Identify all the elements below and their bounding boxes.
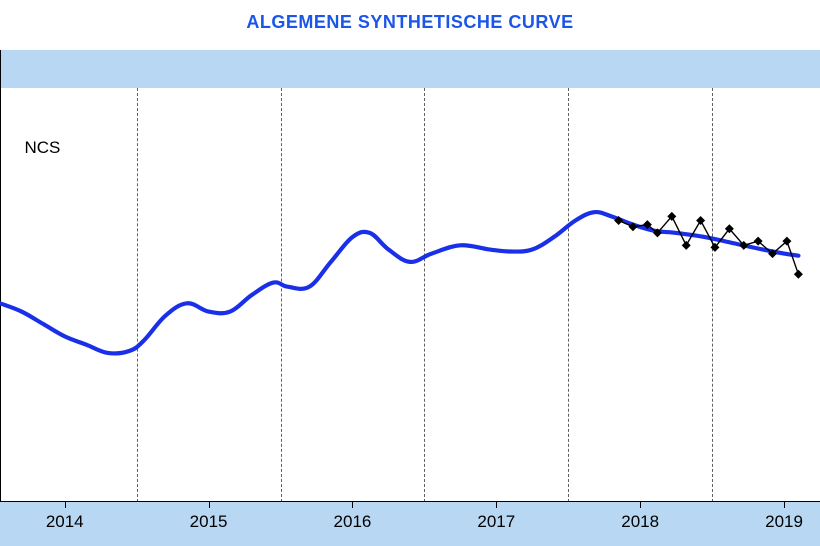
marker-diamond-icon	[696, 216, 705, 225]
x-tick-label: 2018	[621, 512, 659, 532]
chart-title: ALGEMENE SYNTHETISCHE CURVE	[0, 12, 820, 33]
x-tick	[209, 502, 210, 508]
x-tick	[352, 502, 353, 508]
x-tick-label: 2017	[477, 512, 515, 532]
x-tick	[784, 502, 785, 508]
plot-area: 201420152016201720182019NCS	[0, 88, 820, 502]
x-tick	[640, 502, 641, 508]
footer-band	[0, 502, 820, 546]
x-tick-label: 2019	[765, 512, 803, 532]
x-tick-label: 2016	[334, 512, 372, 532]
marker-diamond-icon	[682, 241, 691, 250]
series-smoothed	[0, 212, 798, 353]
header-band	[0, 50, 820, 88]
series-svg	[0, 88, 820, 502]
chart-container: 201420152016201720182019NCS	[0, 50, 820, 546]
x-tick	[496, 502, 497, 508]
x-tick	[65, 502, 66, 508]
x-tick-label: 2014	[46, 512, 84, 532]
x-tick-label: 2015	[190, 512, 228, 532]
marker-diamond-icon	[794, 270, 803, 279]
